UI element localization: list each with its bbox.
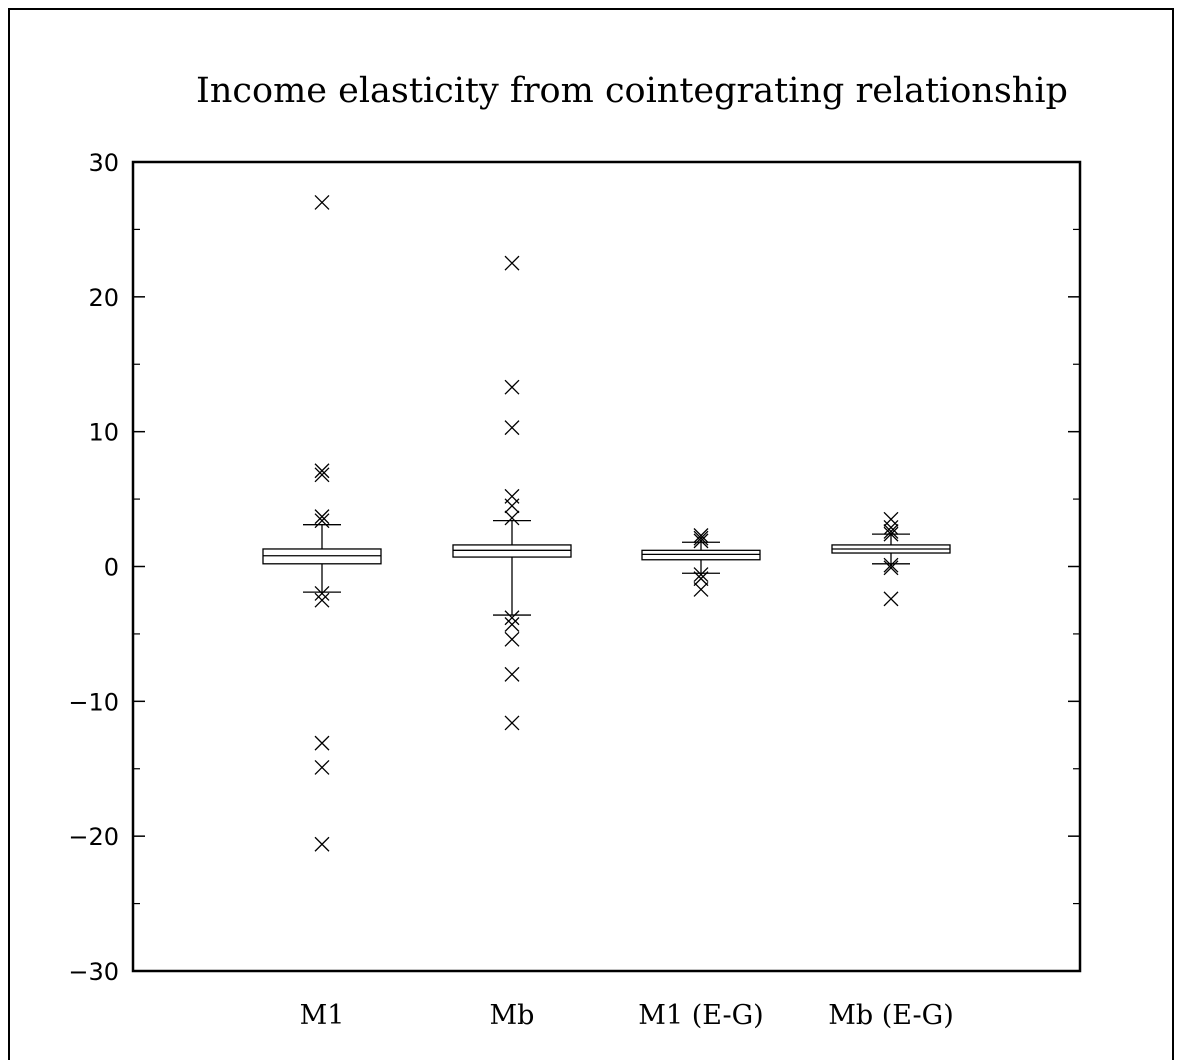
x-category-label: M1 (E-G) — [638, 1000, 763, 1031]
outlier-point — [883, 526, 899, 542]
outlier-point — [504, 617, 520, 632]
x-category-label: M1 — [300, 1000, 345, 1031]
outlier-point — [883, 511, 899, 527]
outlier-point — [504, 420, 520, 436]
box-3 — [641, 528, 761, 597]
outlier-point — [504, 498, 520, 514]
outlier-point — [693, 581, 709, 597]
outlier-point — [314, 586, 330, 601]
outlier-point — [693, 530, 709, 546]
box-1 — [262, 194, 382, 852]
outlier-point — [883, 523, 899, 539]
outlier-point — [504, 510, 520, 526]
outlier-point — [504, 715, 520, 731]
x-category-label: Mb — [490, 1000, 535, 1031]
outlier-point — [314, 509, 330, 525]
outlier-point — [314, 513, 330, 529]
y-tick-label: −10 — [68, 688, 119, 716]
figure-frame — [8, 8, 1174, 1060]
box-2 — [452, 255, 572, 731]
outlier-point — [883, 591, 899, 607]
outlier-point — [314, 194, 330, 210]
y-tick-label: 20 — [88, 284, 119, 312]
iqr-box — [641, 549, 761, 561]
outlier-point — [693, 567, 709, 583]
x-category-label: Mb (E-G) — [828, 1000, 953, 1031]
plot-area — [131, 160, 1082, 973]
y-tick-label: 30 — [88, 149, 119, 177]
outlier-point — [314, 467, 330, 483]
outlier-point — [504, 255, 520, 271]
outlier-point — [314, 759, 330, 775]
outlier-point — [504, 631, 520, 647]
outlier-point — [314, 836, 330, 852]
outlier-point — [314, 735, 330, 751]
outlier-point — [693, 571, 709, 587]
outlier-point — [883, 560, 899, 576]
y-tick-label: 10 — [88, 419, 119, 447]
outlier-point — [504, 379, 520, 395]
outlier-point — [504, 666, 520, 682]
outlier-point — [504, 610, 520, 626]
outlier-point — [693, 528, 709, 543]
y-tick-label: 0 — [104, 554, 119, 582]
iqr-box — [452, 544, 572, 558]
outlier-point — [314, 463, 330, 479]
y-tick-label: −20 — [68, 823, 119, 851]
outlier-point — [883, 557, 899, 573]
outlier-point — [693, 533, 709, 549]
box-4 — [831, 511, 951, 607]
outlier-point — [883, 519, 899, 535]
iqr-box — [262, 548, 382, 565]
y-tick-label: −30 — [68, 958, 119, 986]
outlier-point — [314, 592, 330, 608]
chart-title: Income elasticity from cointegrating rel… — [196, 71, 1068, 111]
